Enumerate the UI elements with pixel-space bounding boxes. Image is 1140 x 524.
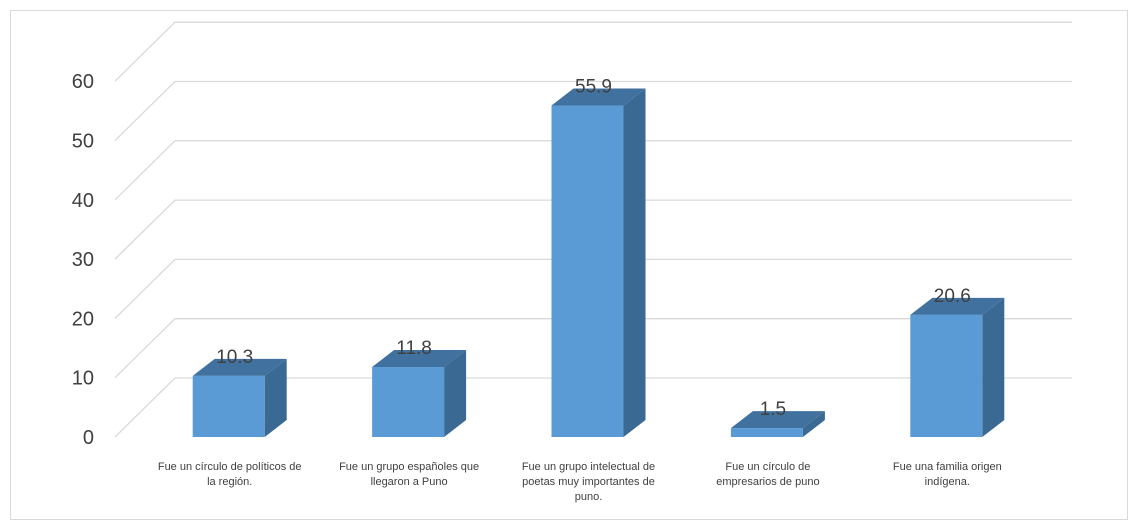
bar-side-face (264, 358, 287, 437)
bar (372, 367, 445, 437)
category-label: Fue un círculo de políticos de la región. (158, 461, 302, 488)
category-label-line: poetas muy importantes de (522, 476, 655, 488)
gridlines (114, 21, 1072, 438)
y-tick-label: 10 (72, 368, 94, 390)
category-label-line: indígena. (925, 476, 970, 488)
y-tick-label: 30 (72, 249, 94, 271)
bar-top-face (910, 297, 1005, 315)
y-tick-label: 40 (72, 190, 94, 212)
labels: 0 10 20 30 40 50 60 10.3 Fue un círculo de polít… (72, 71, 1002, 503)
bar (551, 105, 624, 437)
gridline (114, 140, 1072, 201)
category-label-line: Fue un grupo intelectual de (522, 461, 655, 473)
bar-side-face (802, 411, 825, 437)
category-label-line: empresarios de puno (716, 476, 819, 488)
bar-side-face (444, 350, 467, 437)
category-label: Fue un grupo españoles que llegaron a Pun… (339, 461, 479, 488)
bar-top-face (730, 411, 825, 429)
gridline (114, 199, 1072, 260)
category-label-line: Fue un círculo de (725, 461, 810, 473)
y-tick-label: 0 (83, 427, 94, 449)
bar (192, 375, 265, 437)
bar-side-face (982, 297, 1005, 437)
data-label: 11.8 (396, 338, 432, 359)
category-label: Fue un grupo intelectual de poetas muy im… (522, 461, 655, 503)
category-label-line: Fue un círculo de políticos de (158, 461, 302, 473)
data-label: 20.6 (934, 286, 971, 307)
bar-top-face (372, 350, 467, 368)
category-label: Fue una familia origen indígena. (893, 461, 1002, 488)
category-label-line: puno. (575, 491, 603, 503)
gridline (114, 80, 1072, 141)
bar (910, 314, 983, 437)
gridline (114, 318, 1072, 379)
bar (730, 428, 803, 437)
category-label-line: Fue una familia origen (893, 461, 1002, 473)
category-label-line: la región. (207, 476, 252, 488)
category-label: Fue un círculo de empresarios de puno (716, 461, 819, 488)
bar-side-face (623, 88, 646, 437)
y-tick-label: 50 (72, 131, 94, 153)
gridline (114, 258, 1072, 319)
bar-top-face (551, 88, 646, 106)
bars (192, 88, 1005, 437)
data-label: 10.3 (216, 347, 253, 368)
bar-top-face (192, 358, 287, 376)
category-label-line: Fue un grupo españoles que (339, 461, 479, 473)
gridline (114, 377, 1072, 438)
category-label-line: llegaron a Puno (371, 476, 448, 488)
data-label: 55.9 (575, 77, 612, 98)
gridline (114, 21, 1072, 82)
y-tick-label: 20 (72, 308, 94, 330)
data-label: 1.5 (760, 399, 786, 420)
y-tick-label: 60 (72, 71, 94, 93)
